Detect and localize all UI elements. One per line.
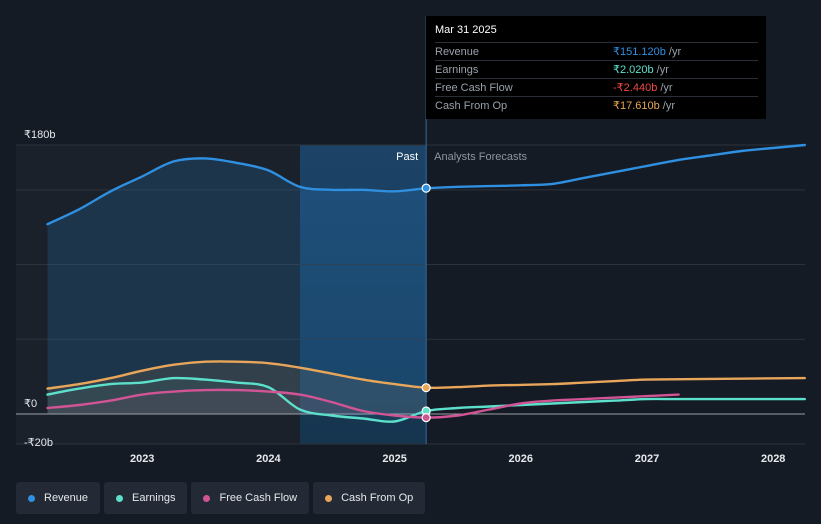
- highlight-band: [299, 145, 427, 444]
- tooltip-unit: /yr: [662, 99, 675, 112]
- tooltip-row-cash-from-op: Cash From Op ₹17.610b /yr: [435, 96, 758, 114]
- area-earnings: [47, 377, 427, 422]
- y-tick-label: ₹180b: [24, 129, 55, 141]
- tooltip-unit: /yr: [656, 63, 669, 76]
- y-tick-label: ₹0: [24, 398, 37, 410]
- x-tick-label: 2025: [382, 453, 406, 465]
- tooltip-date: Mar 31 2025: [435, 24, 497, 36]
- x-tick-label: 2026: [509, 453, 533, 465]
- tooltip-row-free-cash-flow: Free Cash Flow -₹2.440b /yr: [435, 78, 758, 96]
- marker-revenue: [421, 183, 431, 193]
- tooltip-value: ₹151.120b: [613, 46, 666, 58]
- line-free-cash-flow: [46, 388, 680, 419]
- tooltip-value: ₹17.610b: [613, 100, 660, 112]
- forecast-label: Analysts Forecasts: [434, 151, 527, 163]
- tooltip-row-earnings: Earnings ₹2.020b /yr: [435, 60, 758, 78]
- x-tick-label: 2023: [130, 453, 154, 465]
- cash-from-op-dot-icon: [325, 494, 333, 502]
- tooltip-label: Free Cash Flow: [435, 81, 513, 94]
- tooltip-label: Cash From Op: [435, 99, 508, 112]
- legend-item-revenue[interactable]: Revenue: [16, 482, 101, 514]
- legend: Revenue Earnings Free Cash Flow Cash Fro…: [16, 482, 426, 514]
- tooltip-value: -₹2.440b: [613, 82, 658, 94]
- marker-free-cash-flow: [421, 413, 431, 423]
- tooltip-value: ₹2.020b: [613, 64, 654, 76]
- x-tick-label: 2028: [761, 453, 785, 465]
- tooltip-label: Earnings: [435, 63, 479, 76]
- x-tick-label: 2024: [256, 453, 281, 465]
- legend-item-free-cash-flow[interactable]: Free Cash Flow: [191, 482, 310, 514]
- legend-item-earnings[interactable]: Earnings: [104, 482, 188, 514]
- marker-cash-from-op: [421, 383, 431, 393]
- earnings-dot-icon: [116, 494, 124, 502]
- tooltip: Mar 31 2025 Revenue ₹151.120b /yr Earnin…: [426, 16, 766, 119]
- past-band: [16, 145, 300, 444]
- area-revenue: [47, 158, 427, 414]
- legend-item-cash-from-op[interactable]: Cash From Op: [313, 482, 426, 514]
- tooltip-row-revenue: Revenue ₹151.120b /yr: [435, 42, 758, 60]
- past-label: Past: [396, 151, 418, 163]
- tooltip-unit: /yr: [660, 81, 673, 94]
- line-earnings: [46, 376, 806, 423]
- free-cash-flow-dot-icon: [203, 494, 211, 502]
- legend-label: Earnings: [132, 492, 176, 504]
- x-tick-label: 2027: [635, 453, 659, 465]
- revenue-dot-icon: [28, 494, 35, 502]
- y-tick-label: -₹20b: [24, 437, 53, 449]
- line-cash-from-op: [46, 360, 806, 390]
- tooltip-label: Revenue: [435, 45, 480, 58]
- legend-label: Revenue: [44, 492, 89, 504]
- tooltip-unit: /yr: [668, 45, 682, 58]
- area-free-cash-flow: [47, 389, 427, 418]
- legend-label: Free Cash Flow: [219, 492, 298, 504]
- legend-label: Cash From Op: [341, 492, 414, 504]
